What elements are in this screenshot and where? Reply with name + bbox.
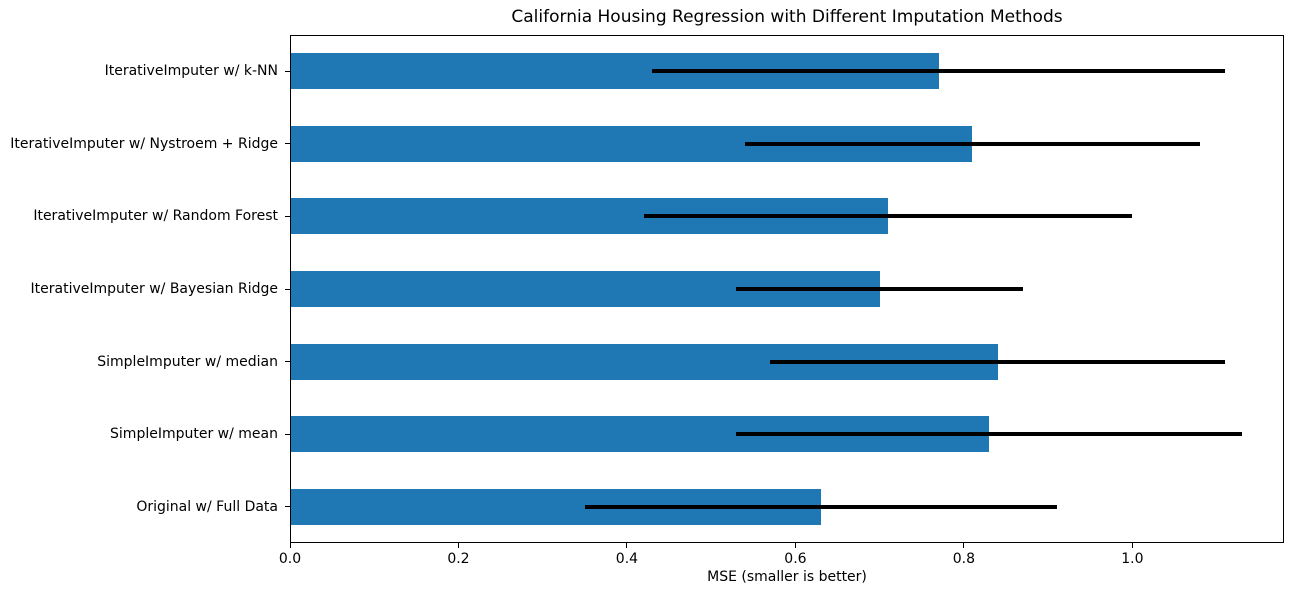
y-tick-label: IterativeImputer w/ Random Forest bbox=[33, 208, 278, 225]
x-tick-mark bbox=[963, 543, 965, 548]
y-tick-label: IterativeImputer w/ k-NN bbox=[104, 63, 278, 80]
y-tick-label: IterativeImputer w/ Nystroem + Ridge bbox=[10, 135, 278, 152]
y-tick-label: IterativeImputer w/ Bayesian Ridge bbox=[30, 281, 278, 297]
y-tick-label: SimpleImputer w/ median bbox=[97, 353, 278, 370]
x-tick-label: 0.4 bbox=[615, 551, 639, 567]
error-bar-7 bbox=[584, 504, 1057, 509]
y-tick-mark bbox=[285, 506, 290, 508]
x-tick-mark bbox=[289, 543, 291, 548]
error-bar-3 bbox=[643, 214, 1133, 219]
y-tick-mark bbox=[285, 215, 290, 217]
y-tick-mark bbox=[285, 288, 290, 290]
x-tick-label: 0.6 bbox=[784, 551, 807, 567]
y-tick-mark bbox=[285, 433, 290, 435]
chart-title: California Housing Regression with Diffe… bbox=[511, 7, 1063, 27]
x-tick-mark bbox=[626, 543, 628, 548]
y-tick-mark bbox=[285, 143, 290, 145]
x-tick-label: 1.0 bbox=[1121, 551, 1144, 567]
x-tick-mark bbox=[457, 543, 459, 548]
error-bar-6 bbox=[736, 432, 1242, 437]
x-tick-label: 0.0 bbox=[278, 551, 302, 567]
error-bar-1 bbox=[652, 69, 1226, 74]
error-bar-4 bbox=[736, 287, 1023, 291]
error-bar-5 bbox=[770, 359, 1226, 364]
x-tick-mark bbox=[1131, 543, 1133, 548]
error-bar-2 bbox=[744, 141, 1200, 146]
y-tick-label: SimpleImputer w/ mean bbox=[110, 426, 278, 443]
y-tick-mark bbox=[285, 70, 290, 72]
x-tick-label: 0.2 bbox=[447, 551, 470, 567]
x-tick-label: 0.8 bbox=[952, 551, 976, 567]
x-axis-label: MSE (smaller is better) bbox=[707, 569, 867, 585]
x-tick-mark bbox=[794, 543, 796, 548]
y-tick-label: Original w/ Full Data bbox=[136, 498, 278, 515]
y-tick-mark bbox=[285, 361, 290, 363]
